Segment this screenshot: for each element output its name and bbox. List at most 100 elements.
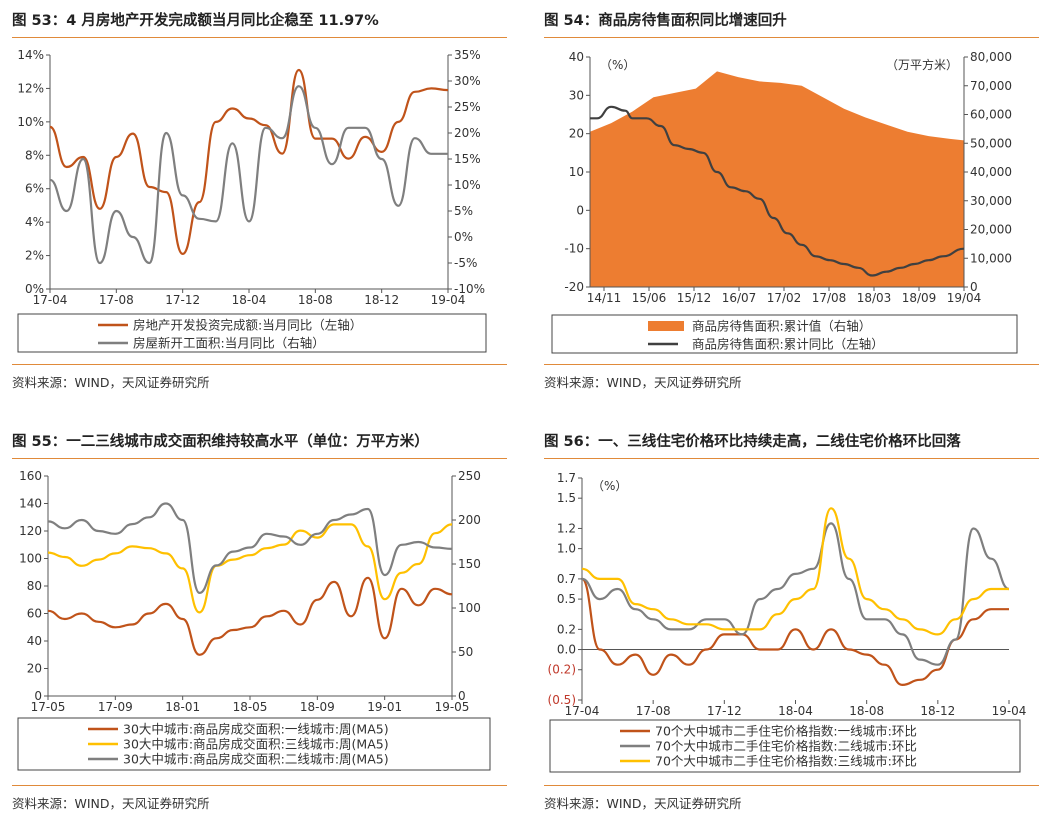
chart-title: 图 55：一二三线城市成交面积维持较高水平（单位：万平方米） <box>12 434 429 450</box>
right-tick-label: 250 <box>458 469 481 483</box>
left-tick-label: 120 <box>19 524 42 538</box>
legend-label: 房屋新开工面积:当月同比（右轴） <box>133 336 325 351</box>
chart-canvas: (0.5) (0.2) 0.0 0.2 0.5 0.7 1.0 1.2 1.5 1.7 （%） 17-… <box>548 471 1027 773</box>
left-tick-label: 6% <box>25 182 44 196</box>
right-tick-label: 35% <box>454 48 481 62</box>
left-tick-label: 2% <box>25 249 44 263</box>
line-series-1 <box>47 523 453 614</box>
left-tick-label: 0.2 <box>557 622 576 636</box>
x-tick-label: 18/09 <box>902 291 937 305</box>
source-rule <box>12 785 507 786</box>
right-tick-label: 100 <box>458 601 481 615</box>
x-tick-label: 18-01 <box>165 700 200 714</box>
right-tick-label: 20% <box>454 126 481 140</box>
left-tick-label: 10 <box>569 165 584 179</box>
right-tick-label: 50,000 <box>970 136 1012 150</box>
legend-swatch <box>648 321 684 331</box>
line-series-2 <box>581 507 1009 636</box>
x-tick-label: 19-04 <box>431 293 466 307</box>
right-tick-label: 70,000 <box>970 79 1012 93</box>
x-tick-label: 17/08 <box>812 291 847 305</box>
left-tick-label: 0.7 <box>557 572 576 586</box>
right-tick-label: 0 <box>458 689 466 703</box>
left-tick-label: 20 <box>27 662 42 676</box>
x-tick-label: 17-08 <box>636 704 671 718</box>
right-tick-label: 30% <box>454 74 481 88</box>
source-rule <box>544 364 1039 365</box>
chart-title: 图 54：商品房待售面积同比增速回升 <box>544 13 787 29</box>
left-tick-label: (0.5) <box>548 693 576 707</box>
x-tick-label: 18-12 <box>920 704 955 718</box>
source-note: 资料来源：WIND，天风证券研究所 <box>544 375 742 390</box>
right-tick-label: 0% <box>454 230 473 244</box>
x-tick-label: 18-04 <box>232 293 267 307</box>
x-tick-label: 17-12 <box>707 704 742 718</box>
x-tick-label: 16/07 <box>722 291 757 305</box>
left-tick-label: 40 <box>27 634 42 648</box>
x-tick-label: 18/03 <box>857 291 892 305</box>
right-tick-label: 0 <box>970 280 978 294</box>
left-tick-label: 0.0 <box>557 643 576 657</box>
left-tick-label: 0 <box>576 203 584 217</box>
x-tick-label: 15/06 <box>632 291 667 305</box>
left-tick-label: 4% <box>25 215 44 229</box>
right-tick-label: 30,000 <box>970 194 1012 208</box>
left-tick-label: -20 <box>564 280 584 294</box>
legend-label: 70个大中城市二手住宅价格指数:二线城市:环比 <box>655 739 917 754</box>
title-rule <box>544 37 1039 38</box>
source-note: 资料来源：WIND，天风证券研究所 <box>12 796 210 811</box>
x-tick-label: 17-08 <box>99 293 134 307</box>
right-tick-label: -5% <box>454 256 477 270</box>
x-tick-label: 19/04 <box>947 291 982 305</box>
chart-canvas: 0% 2% 4% 6% 8% 10% 12% 14% -10% -5% 0% 5% 10% 15% 20% 2… <box>17 48 487 353</box>
source-rule <box>12 364 507 365</box>
left-tick-label: 60 <box>27 607 42 621</box>
chart-panel-54: 图 54：商品房待售面积同比增速回升 -20 -10 0 10 20 30 40 0 10,00… <box>544 6 1039 400</box>
left-tick-label: 1.0 <box>557 542 576 556</box>
legend-label: 70个大中城市二手住宅价格指数:一线城市:环比 <box>655 724 917 739</box>
left-tick-label: 80 <box>27 579 42 593</box>
legend-label: 房地产开发投资完成额:当月同比（左轴） <box>133 318 362 333</box>
left-tick-label: 12% <box>17 81 44 95</box>
legend-label: 30大中城市:商品房成交面积:二线城市:周(MA5) <box>123 752 389 767</box>
chart-title: 图 56：一、三线住宅价格环比持续走高，二线住宅价格环比回落 <box>544 434 961 450</box>
left-tick-label: 0% <box>25 282 44 296</box>
right-tick-label: -10% <box>454 282 485 296</box>
x-tick-label: 18-08 <box>849 704 884 718</box>
legend-label: 商品房待售面积:累计同比（左轴） <box>692 337 884 352</box>
title-rule <box>544 458 1039 459</box>
right-axis-unit: （万平方米） <box>886 57 958 72</box>
right-tick-label: 10,000 <box>970 251 1012 265</box>
x-tick-label: 17-09 <box>98 700 133 714</box>
left-axis-unit: （%） <box>600 58 635 72</box>
x-tick-label: 19-05 <box>435 700 470 714</box>
left-tick-label: (0.2) <box>548 663 576 677</box>
chart-title: 图 53：4 月房地产开发完成额当月同比企稳至 11.97% <box>12 13 379 29</box>
legend-label: 30大中城市:商品房成交面积:三线城市:周(MA5) <box>123 737 389 752</box>
left-tick-label: 10% <box>17 115 44 129</box>
x-tick-label: 17-04 <box>33 293 68 307</box>
line-series-0 <box>47 576 453 656</box>
x-tick-label: 17-05 <box>31 700 66 714</box>
left-tick-label: 0 <box>34 689 42 703</box>
legend-label: 70个大中城市二手住宅价格指数:三线城市:环比 <box>655 754 917 769</box>
line-series-1 <box>49 85 448 265</box>
chart-canvas: 0 20 40 60 80 100 120 140 160 0 50 100 150 200 250 17-0… <box>17 469 491 771</box>
left-tick-label: -10 <box>564 242 584 256</box>
right-tick-label: 150 <box>458 557 481 571</box>
line-series-1 <box>581 522 1010 666</box>
left-tick-label: 1.5 <box>557 491 576 505</box>
left-tick-label: 1.2 <box>557 521 576 535</box>
x-tick-label: 17-04 <box>565 704 600 718</box>
left-tick-label: 40 <box>569 50 584 64</box>
right-tick-label: 50 <box>458 645 473 659</box>
left-tick-label: 8% <box>25 148 44 162</box>
left-tick-label: 1.7 <box>557 471 576 485</box>
right-tick-label: 200 <box>458 513 481 527</box>
x-tick-label: 15/12 <box>677 291 712 305</box>
right-tick-label: 10% <box>454 178 481 192</box>
legend-box <box>551 314 1018 354</box>
x-tick-label: 19-04 <box>992 704 1027 718</box>
left-axis-unit: （%） <box>592 479 627 493</box>
left-tick-label: 140 <box>19 497 42 511</box>
